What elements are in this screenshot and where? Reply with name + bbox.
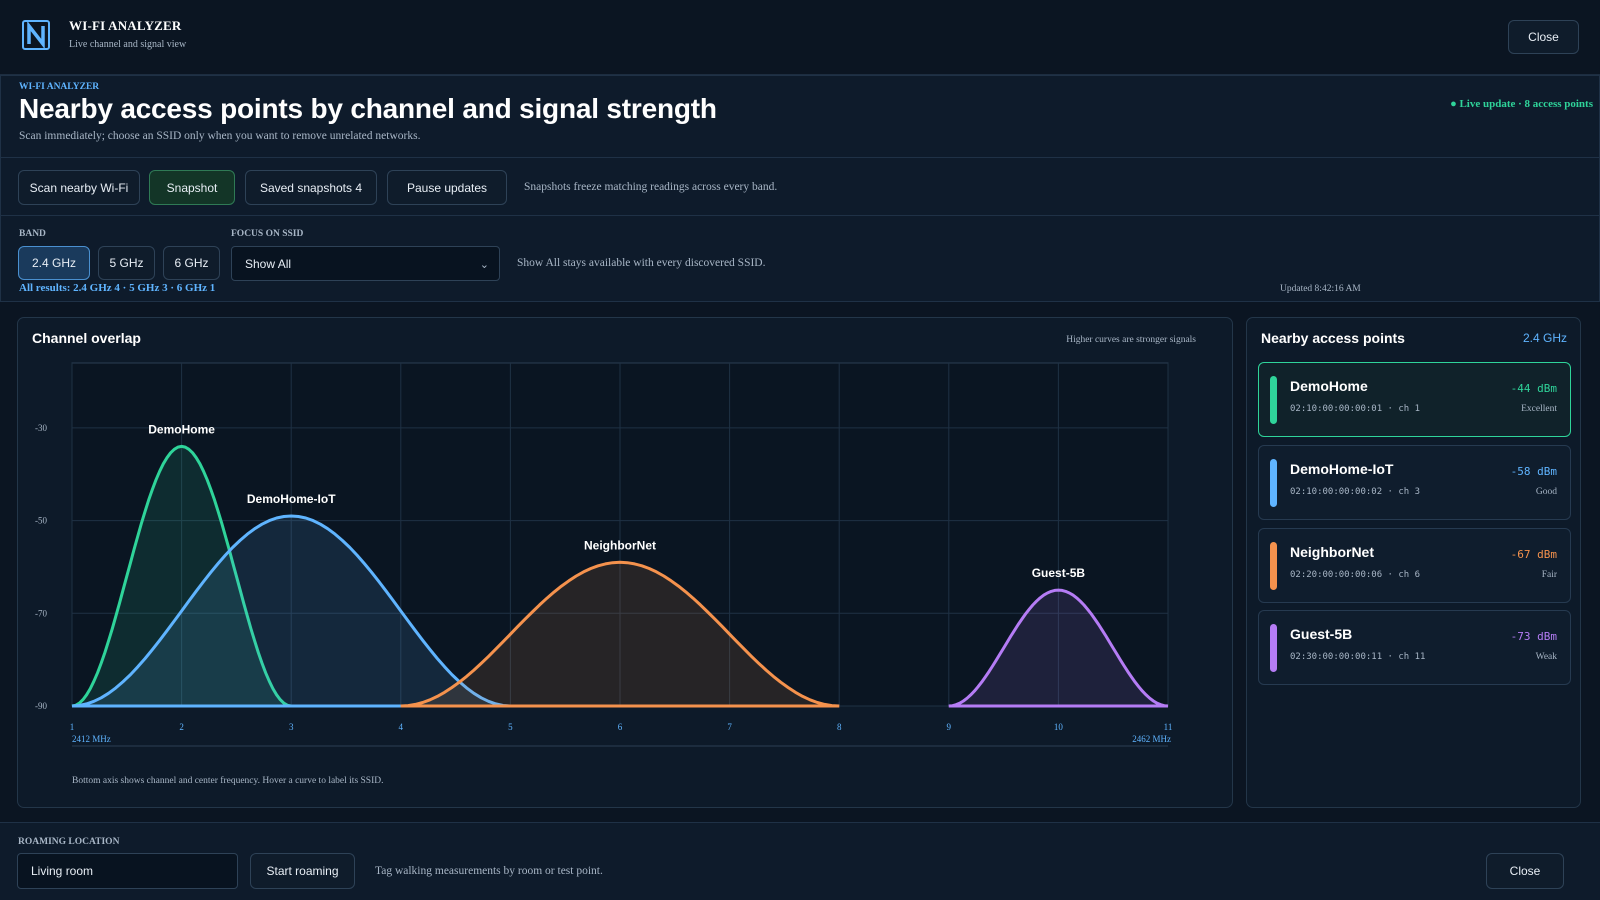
- ap-signal-dbm: -58 dBm: [1510, 465, 1557, 478]
- app-logo-icon: [22, 20, 50, 50]
- channel-overlap-panel: Channel overlap Higher curves are strong…: [17, 317, 1233, 808]
- ap-signal-quality: Good: [1535, 487, 1557, 497]
- x-tick-label: 11: [1164, 722, 1173, 732]
- signal-curve: [400, 560, 840, 708]
- signal-curve: [948, 588, 1169, 708]
- signal-color-bar: [1270, 624, 1277, 672]
- x-tick-label: 3: [289, 722, 294, 732]
- x-edge-label-start: 2412 MHz: [72, 734, 111, 744]
- band-6ghz-button[interactable]: 6 GHz: [163, 246, 220, 280]
- page-title: Nearby access points by channel and sign…: [19, 93, 717, 124]
- signal-curve: [71, 444, 292, 708]
- ssid-select-value: Show All: [245, 256, 292, 271]
- ap-signal-dbm: -44 dBm: [1510, 382, 1557, 395]
- x-tick-label: 1: [70, 722, 75, 732]
- close-button[interactable]: Close: [1508, 20, 1579, 54]
- page-header: WI-FI ANALYZER Nearby access points by c…: [0, 75, 1600, 158]
- ap-ssid: Guest-5B: [1290, 626, 1353, 642]
- y-tick-label: -30: [35, 423, 47, 433]
- y-tick-label: -50: [35, 516, 47, 526]
- ssid-select[interactable]: Show All ⌄: [231, 246, 500, 281]
- x-tick-label: 9: [947, 722, 952, 732]
- ap-mac-channel: 02:10:00:00:00:01 · ch 1: [1290, 404, 1421, 414]
- x-tick-label: 7: [727, 722, 732, 732]
- channel-overlap-chart[interactable]: -30 -50 -70 -90 DemoHome DemoHome-IoT Neighbor…: [18, 318, 1234, 809]
- signal-curve: [71, 514, 511, 708]
- chevron-down-icon: ⌄: [479, 259, 489, 271]
- ap-signal-quality: Excellent: [1521, 404, 1557, 414]
- chart-title: Channel overlap: [32, 330, 141, 346]
- ap-signal-dbm: -67 dBm: [1510, 548, 1557, 561]
- chart-hint: Higher curves are stronger signals: [1066, 335, 1196, 345]
- x-tick-label: 4: [399, 722, 404, 732]
- saved-snapshots-button[interactable]: Saved snapshots 4: [245, 170, 377, 205]
- x-tick-label: 2: [179, 722, 184, 732]
- focus-ssid-label: FOCUS ON SSID: [231, 229, 304, 239]
- ap-signal-dbm: -73 dBm: [1510, 630, 1557, 643]
- access-point-card[interactable]: NeighborNet 02:20:00:00:00:06 · ch 6 -67 d…: [1258, 528, 1571, 603]
- roaming-note: Tag walking measurements by room or test…: [375, 865, 603, 877]
- updated-timestamp: Updated 8:42:16 AM: [1280, 284, 1361, 294]
- signal-area-fill: [948, 590, 1168, 706]
- start-roaming-button[interactable]: Start roaming: [250, 853, 355, 889]
- chart-footnote: Bottom axis shows channel and center fre…: [72, 776, 384, 786]
- header-kicker: WI-FI ANALYZER: [19, 82, 100, 92]
- snapshot-button[interactable]: Snapshot: [149, 170, 235, 205]
- ssid-curve-label: DemoHome: [148, 422, 215, 436]
- roaming-location-input[interactable]: [17, 853, 238, 889]
- roaming-location-label: ROAMING LOCATION: [18, 837, 120, 847]
- signal-color-bar: [1270, 376, 1277, 424]
- y-tick-label: -90: [35, 701, 47, 711]
- ap-mac-channel: 02:20:00:00:00:06 · ch 6: [1290, 570, 1421, 580]
- x-tick-label: 6: [618, 722, 623, 732]
- ap-ssid: DemoHome: [1290, 378, 1368, 394]
- signal-area-fill: [72, 516, 511, 706]
- signal-color-bar: [1270, 459, 1277, 507]
- scan-button[interactable]: Scan nearby Wi-Fi: [18, 170, 140, 205]
- access-points-band: 2.4 GHz: [1522, 331, 1567, 345]
- access-points-panel: Nearby access points 2.4 GHz DemoHome 02:…: [1246, 317, 1581, 808]
- close-bottom-button[interactable]: Close: [1486, 853, 1564, 889]
- y-tick-label: -70: [35, 608, 47, 618]
- signal-color-bar: [1270, 542, 1277, 590]
- title-bar: WI-FI ANALYZER Live channel and signal v…: [0, 0, 1600, 75]
- app-subtitle: Live channel and signal view: [69, 39, 187, 50]
- live-status-badge: ● Live update · 8 access points: [1450, 98, 1593, 110]
- ap-signal-quality: Weak: [1535, 652, 1557, 662]
- results-summary: All results: 2.4 GHz 4 · 5 GHz 3 · 6 GHz…: [19, 282, 216, 294]
- ap-ssid: DemoHome-IoT: [1290, 461, 1394, 477]
- ap-mac-channel: 02:30:00:00:00:11 · ch 11: [1290, 652, 1426, 662]
- roaming-bar: ROAMING LOCATION Start roaming Tag walki…: [0, 822, 1600, 900]
- ssid-curve-label: Guest-5B: [1032, 566, 1086, 580]
- signal-area-fill: [72, 446, 292, 706]
- page-subtitle: Scan immediately; choose an SSID only wh…: [19, 130, 421, 142]
- access-points-title: Nearby access points: [1261, 330, 1405, 346]
- access-point-card[interactable]: DemoHome-IoT 02:10:00:00:00:02 · ch 3 -58 …: [1258, 445, 1571, 520]
- ssid-curve-label: DemoHome-IoT: [247, 492, 336, 506]
- band-label: BAND: [19, 229, 46, 239]
- ap-ssid: NeighborNet: [1290, 544, 1374, 560]
- x-tick-label: 5: [508, 722, 513, 732]
- access-point-card[interactable]: DemoHome 02:10:00:00:00:01 · ch 1 -44 dBm E…: [1258, 362, 1571, 437]
- toolbar-note: Snapshots freeze matching readings acros…: [524, 181, 778, 193]
- access-point-card[interactable]: Guest-5B 02:30:00:00:00:11 · ch 11 -73 dBm…: [1258, 610, 1571, 685]
- app-title: WI-FI ANALYZER: [69, 18, 182, 33]
- main-content: Channel overlap Higher curves are strong…: [0, 302, 1600, 822]
- band-2-4ghz-button[interactable]: 2.4 GHz: [18, 246, 90, 280]
- x-edge-label-end: 2462 MHz: [1132, 734, 1171, 744]
- x-tick-label: 10: [1054, 722, 1064, 732]
- signal-area-fill: [400, 562, 840, 706]
- focus-note: Show All stays available with every disc…: [517, 257, 766, 269]
- ap-mac-channel: 02:10:00:00:00:02 · ch 3: [1290, 487, 1421, 497]
- pause-updates-button[interactable]: Pause updates: [387, 170, 507, 205]
- toolbar: Scan nearby Wi-Fi Snapshot Saved snapsho…: [0, 158, 1600, 216]
- ssid-curve-label: NeighborNet: [584, 538, 656, 552]
- filter-bar: BAND 2.4 GHz 5 GHz 6 GHz FOCUS ON SSID S…: [0, 216, 1600, 302]
- ap-signal-quality: Fair: [1541, 570, 1557, 580]
- band-5ghz-button[interactable]: 5 GHz: [98, 246, 155, 280]
- x-tick-label: 8: [837, 722, 842, 732]
